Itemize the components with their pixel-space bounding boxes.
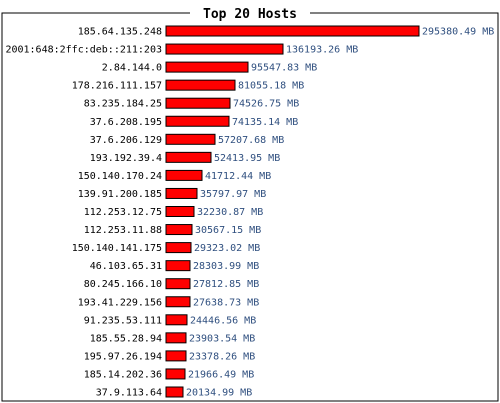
host-bar	[165, 314, 188, 326]
value-label: 41712.44 MB	[205, 171, 271, 182]
value-label: 27638.73 MB	[193, 297, 259, 308]
host-label: 193.192.39.4	[90, 153, 162, 164]
value-label: 74135.14 MB	[232, 117, 298, 128]
value-label: 52413.95 MB	[214, 153, 280, 164]
host-label: 185.64.135.248	[78, 27, 162, 38]
value-label: 35797.97 MB	[200, 189, 266, 200]
value-label: 74526.75 MB	[233, 99, 299, 110]
value-label: 30567.15 MB	[195, 225, 261, 236]
chart-title: Top 20 Hosts	[203, 7, 297, 22]
host-label: 91.235.53.111	[84, 315, 162, 326]
host-bar	[165, 350, 187, 362]
value-label: 23903.54 MB	[189, 333, 255, 344]
value-label: 24446.56 MB	[190, 315, 256, 326]
host-label: 80.245.166.10	[84, 279, 162, 290]
host-bar	[165, 296, 191, 308]
host-label: 83.235.184.25	[84, 99, 162, 110]
host-label: 2.84.144.0	[102, 63, 162, 74]
value-label: 57207.68 MB	[218, 135, 284, 146]
host-label: 195.97.26.194	[84, 351, 162, 362]
host-label: 150.140.170.24	[78, 171, 162, 182]
host-bar	[165, 25, 420, 37]
value-label: 295380.49 MB	[422, 27, 494, 38]
host-bar	[165, 224, 193, 236]
value-label: 136193.26 MB	[286, 45, 358, 56]
host-bar	[165, 187, 198, 199]
value-label: 23378.26 MB	[189, 351, 255, 362]
host-bar	[165, 206, 195, 217]
host-label: 2001:648:2ffc:deb::211:203	[5, 45, 162, 56]
value-label: 95547.83 MB	[251, 63, 317, 74]
host-bar	[165, 115, 230, 127]
host-bar	[165, 151, 212, 163]
chart-title-background	[190, 5, 310, 21]
value-label: 32230.87 MB	[197, 207, 263, 218]
host-bar	[165, 133, 216, 145]
host-label: 46.103.65.31	[90, 261, 162, 272]
host-label: 178.216.111.157	[72, 81, 162, 92]
host-bar	[165, 169, 203, 181]
host-bar	[165, 386, 184, 398]
value-label: 21966.49 MB	[188, 369, 254, 380]
host-bar	[165, 61, 249, 73]
value-label: 20134.99 MB	[186, 388, 252, 399]
value-label: 29323.02 MB	[194, 243, 260, 254]
host-bar	[165, 43, 284, 55]
host-label: 185.55.28.94	[90, 333, 162, 344]
host-label: 37.6.208.195	[90, 117, 162, 128]
bars-group: 185.64.135.248 295380.49 MB 2001:648:2ffc:…	[5, 25, 494, 399]
host-bar	[165, 278, 191, 290]
host-bar	[165, 332, 187, 344]
host-bar	[165, 242, 192, 254]
host-label: 112.253.12.75	[84, 207, 162, 218]
host-label: 37.9.113.64	[96, 388, 162, 399]
host-label: 193.41.229.156	[78, 297, 162, 308]
host-label: 112.253.11.88	[84, 225, 162, 236]
host-label: 185.14.202.36	[84, 369, 162, 380]
host-bar	[165, 97, 231, 109]
host-label: 139.91.200.185	[78, 189, 162, 200]
host-label: 37.6.206.129	[90, 135, 162, 146]
host-bar	[165, 260, 191, 272]
host-label: 150.140.141.175	[72, 243, 162, 254]
host-bar	[165, 79, 236, 91]
value-label: 81055.18 MB	[238, 81, 304, 92]
host-bar	[165, 368, 186, 380]
value-label: 27812.85 MB	[193, 279, 259, 290]
value-label: 28303.99 MB	[193, 261, 259, 272]
